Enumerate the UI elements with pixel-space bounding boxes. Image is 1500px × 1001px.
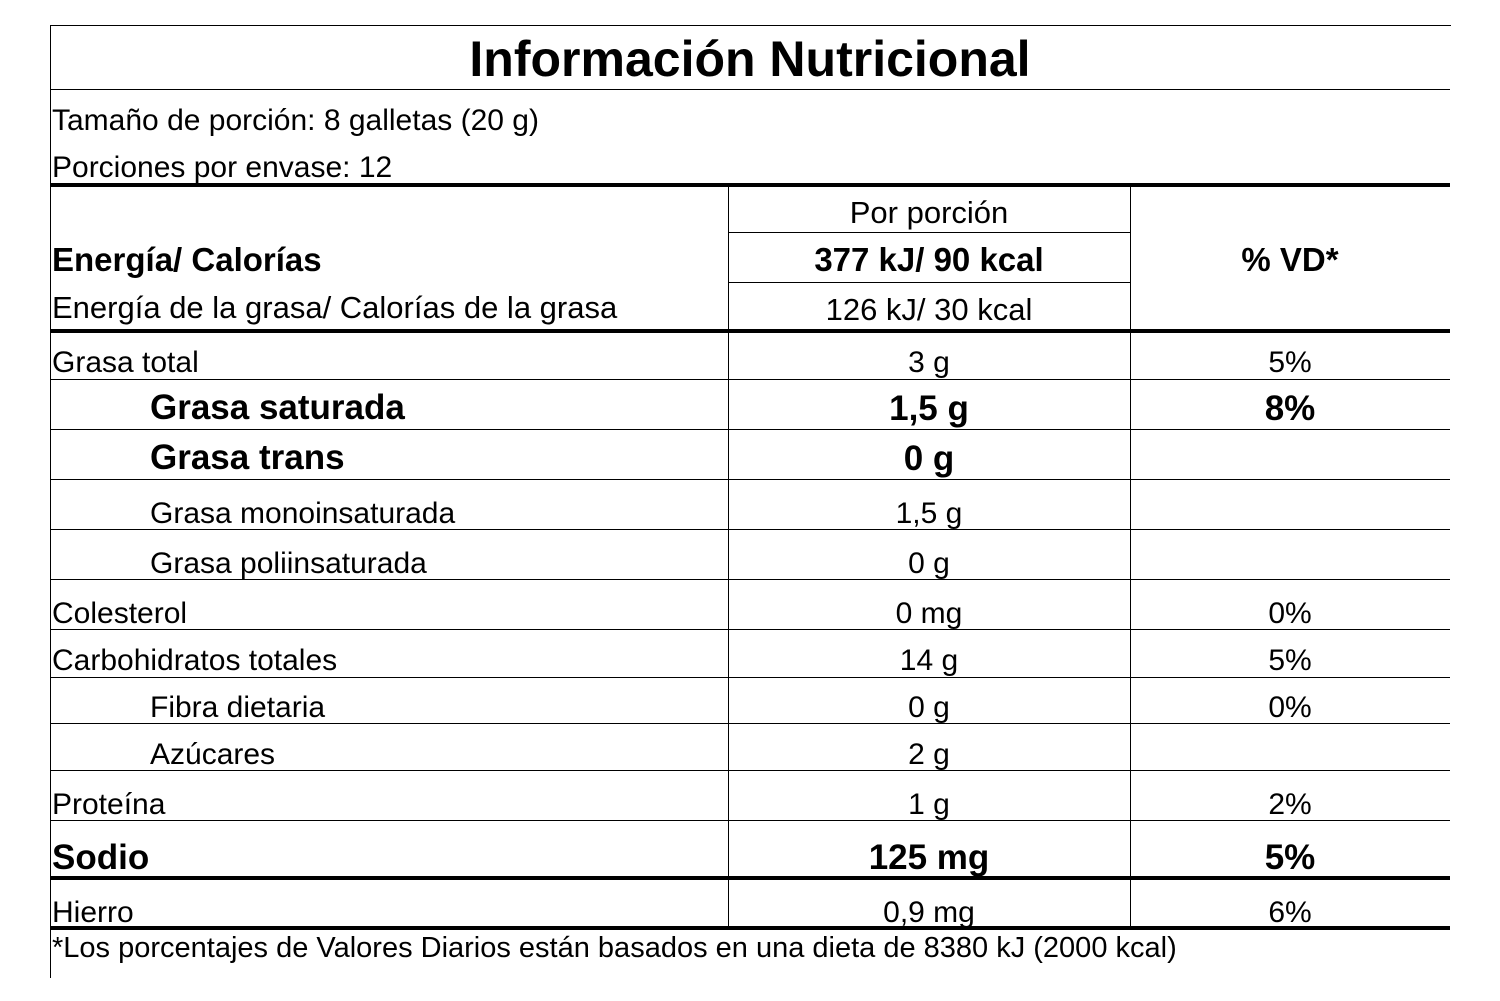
nutrient-amount: 14 g (899, 644, 959, 677)
nutrient-amount: 125 mg (868, 838, 990, 877)
nutrient-dv: 5% (1264, 838, 1316, 877)
nutrient-amount: 2 g (908, 738, 950, 771)
nutrient-name: Azúcares (150, 738, 276, 771)
rule-energy-sub (728, 282, 1130, 283)
nutrient-name: Sodio (52, 838, 150, 877)
nutrient-amount: 0 g (908, 547, 950, 580)
nutrient-name: Colesterol (52, 597, 188, 630)
thick-rule-header (50, 183, 1450, 187)
rule-per-serving-sub (728, 232, 1130, 233)
rule-row (50, 529, 1450, 530)
nutrient-amount: 0 mg (895, 597, 963, 630)
rule-row (50, 677, 1450, 678)
nutrient-name: Hierro (52, 896, 134, 929)
nutrient-dv: 5% (1268, 346, 1312, 379)
rule-under-title (50, 89, 1450, 90)
energy-value: 377 kJ/ 90 kcal (814, 241, 1044, 278)
fat-energy-value: 126 kJ/ 30 kcal (825, 292, 1033, 327)
thick-rule-energy (50, 329, 1450, 333)
nutrient-amount: 0 g (903, 439, 955, 478)
per-serving-header: Por porción (849, 195, 1009, 230)
label-title: Información Nutricional (469, 31, 1031, 87)
rule-row (50, 770, 1450, 771)
fat-energy-label: Energía de la grasa/ Calorías de la gras… (52, 290, 618, 325)
rule-row (50, 820, 1450, 821)
nutrient-name: Grasa saturada (150, 388, 405, 427)
nutrient-name: Carbohidratos totales (52, 644, 338, 677)
nutrient-name: Grasa monoinsaturada (150, 497, 456, 530)
thick-rule-footnote (50, 926, 1450, 930)
nutrient-name: Proteína (52, 788, 166, 821)
nutrient-name: Fibra dietaria (150, 691, 326, 724)
rule-row (50, 629, 1450, 630)
rule-row (50, 579, 1450, 580)
nutrition-facts-label (50, 25, 1451, 978)
nutrient-amount: 0,9 mg (883, 896, 975, 929)
nutrient-dv: 5% (1268, 644, 1312, 677)
column-divider-dv (1130, 187, 1131, 926)
thick-rule-sodium (50, 876, 1450, 880)
column-divider-amount (728, 187, 729, 926)
rule-row (50, 723, 1450, 724)
rule-row (50, 379, 1450, 380)
nutrient-dv: 6% (1268, 896, 1312, 929)
rule-row (50, 429, 1450, 430)
nutrient-amount: 1,5 g (895, 497, 963, 530)
rule-row (50, 479, 1450, 480)
nutrient-name: Grasa poliinsaturada (150, 547, 427, 580)
nutrient-name: Grasa trans (150, 438, 345, 477)
nutrient-amount: 1,5 g (889, 389, 969, 428)
nutrient-dv: 8% (1264, 389, 1316, 428)
nutrient-amount: 1 g (908, 788, 950, 821)
nutrient-amount: 3 g (908, 346, 950, 379)
nutrient-dv: 2% (1268, 788, 1312, 821)
serving-size: Tamaño de porción: 8 galletas (20 g) (52, 104, 539, 137)
servings-per-container: Porciones por envase: 12 (52, 151, 393, 184)
dv-footnote: *Los porcentajes de Valores Diarios está… (52, 932, 1177, 964)
nutrient-amount: 0 g (908, 691, 950, 724)
dv-header: % VD* (1241, 241, 1339, 278)
nutrient-name: Grasa total (52, 346, 199, 379)
nutrient-dv: 0% (1268, 597, 1312, 630)
energy-label: Energía/ Calorías (52, 241, 322, 278)
nutrient-dv: 0% (1268, 691, 1312, 724)
